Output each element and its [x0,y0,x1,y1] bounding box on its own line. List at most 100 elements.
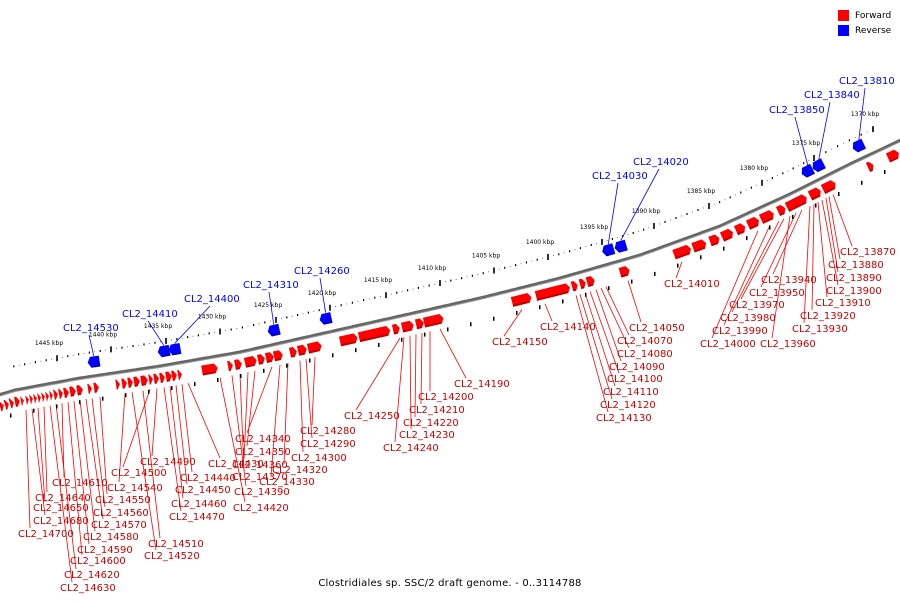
forward-gene-label[interactable]: CL2_14100 [607,374,663,385]
forward-gene-22[interactable] [133,376,140,387]
forward-gene-9[interactable] [41,392,46,402]
reverse-gene-label[interactable]: CL2_13840 [804,90,860,101]
forward-gene-label[interactable]: CL2_14250 [344,411,400,422]
forward-gene-label[interactable]: CL2_14370 [232,472,288,483]
forward-gene-label[interactable]: CL2_14600 [70,556,126,567]
forward-gene-52[interactable] [672,244,692,260]
forward-gene-label[interactable]: CL2_13930 [792,324,848,335]
forward-gene-20[interactable] [121,378,127,389]
forward-gene-54[interactable] [708,233,721,247]
forward-gene-label[interactable]: CL2_14640 [35,493,91,504]
forward-gene-3[interactable] [14,396,21,407]
forward-gene-12[interactable] [53,389,59,400]
reverse-gene-cl2-14310[interactable] [267,323,281,337]
forward-gene-label[interactable]: CL2_13960 [760,339,816,350]
forward-gene-48[interactable] [570,280,580,292]
forward-gene-4[interactable] [20,395,25,406]
forward-gene-label[interactable]: CL2_14140 [540,322,596,333]
forward-gene-label[interactable]: CL2_14220 [403,418,459,429]
forward-gene-62[interactable] [820,179,838,194]
forward-gene-6[interactable] [29,394,34,405]
forward-gene-label[interactable]: CL2_14650 [33,503,89,514]
forward-gene-label[interactable]: CL2_14610 [52,478,108,489]
forward-gene-7[interactable] [33,393,38,404]
forward-gene-1[interactable] [3,399,11,410]
forward-gene-label[interactable]: CL2_14010 [664,279,720,290]
reverse-gene-cl2-13810[interactable] [850,138,867,154]
forward-gene-label[interactable]: CL2_14560 [93,508,149,519]
forward-gene-label[interactable]: CL2_13910 [815,298,871,309]
forward-gene-label[interactable]: CL2_14150 [492,337,548,348]
forward-gene-label[interactable]: CL2_14240 [383,443,439,454]
forward-gene-61[interactable] [807,186,823,201]
reverse-gene-cl2-13850[interactable] [799,163,815,179]
forward-gene-18[interactable] [93,382,99,393]
forward-gene-label[interactable]: CL2_14570 [91,520,147,531]
forward-gene-label[interactable]: CL2_14210 [409,405,465,416]
forward-gene-41[interactable] [357,325,391,343]
forward-gene-label[interactable]: CL2_13880 [828,260,884,271]
forward-gene-53[interactable] [691,238,708,253]
forward-gene-label[interactable]: CL2_14330 [259,477,315,488]
forward-gene-60[interactable] [784,193,809,212]
forward-gene-33[interactable] [243,355,258,368]
forward-gene-label[interactable]: CL2_14390 [234,487,290,498]
forward-gene-16[interactable] [76,385,84,396]
forward-gene-label[interactable]: CL2_14090 [609,362,665,373]
forward-gene-29[interactable] [177,369,183,380]
forward-gene-label[interactable]: CL2_14070 [617,336,673,347]
reverse-gene-label[interactable]: CL2_14310 [243,280,299,291]
forward-gene-64[interactable] [885,148,900,163]
reverse-gene-label[interactable]: CL2_13850 [769,105,825,116]
forward-gene-label[interactable]: CL2_13980 [720,313,776,324]
forward-gene-10[interactable] [45,391,50,402]
reverse-gene-cl2-14030[interactable] [601,243,616,257]
reverse-gene-label[interactable]: CL2_14530 [63,323,119,334]
forward-gene-59[interactable] [775,204,787,217]
reverse-gene-label[interactable]: CL2_14410 [122,309,178,320]
forward-gene-40[interactable] [338,333,359,347]
forward-gene-43[interactable] [400,320,415,333]
forward-gene-24[interactable] [148,374,153,385]
forward-gene-51[interactable] [618,265,631,278]
forward-gene-label[interactable]: CL2_14080 [617,349,673,360]
reverse-gene-label[interactable]: CL2_14030 [592,171,648,182]
forward-gene-36[interactable] [272,350,284,362]
forward-gene-11[interactable] [49,390,54,401]
forward-gene-label[interactable]: CL2_14620 [64,570,120,581]
reverse-gene-label[interactable]: CL2_14260 [294,266,350,277]
forward-gene-label[interactable]: CL2_14550 [95,495,151,506]
forward-gene-label[interactable]: CL2_14190 [454,379,510,390]
reverse-gene-cl2-14020[interactable] [613,239,628,254]
forward-gene-label[interactable]: CL2_14590 [77,545,133,556]
forward-gene-label[interactable]: CL2_14050 [629,323,685,334]
forward-gene-63[interactable] [865,160,876,173]
forward-gene-label[interactable]: CL2_14630 [60,583,116,594]
forward-gene-label[interactable]: CL2_13920 [800,311,856,322]
reverse-gene-cl2-13840[interactable] [810,158,826,173]
forward-gene-30[interactable] [201,363,218,376]
forward-gene-label[interactable]: CL2_13970 [729,300,785,311]
forward-gene-58[interactable] [758,209,776,224]
forward-gene-label[interactable]: CL2_14320 [272,465,328,476]
forward-gene-55[interactable] [719,228,735,242]
forward-gene-label[interactable]: CL2_14300 [291,453,347,464]
forward-gene-26[interactable] [159,372,166,383]
forward-gene-label[interactable]: CL2_14200 [418,392,474,403]
forward-gene-label[interactable]: CL2_14470 [169,512,225,523]
forward-gene-label[interactable]: CL2_13990 [712,326,768,337]
forward-gene-label[interactable]: CL2_14510 [148,539,204,550]
forward-gene-label[interactable]: CL2_14440 [180,473,236,484]
forward-gene-37[interactable] [288,346,298,358]
forward-gene-label[interactable]: CL2_14540 [107,483,163,494]
forward-gene-label[interactable]: CL2_14420 [233,503,289,514]
forward-gene-label[interactable]: CL2_14450 [175,485,231,496]
forward-gene-label[interactable]: CL2_13900 [826,286,882,297]
forward-gene-label[interactable]: CL2_13950 [749,288,805,299]
forward-gene-label[interactable]: CL2_14000 [700,339,756,350]
forward-gene-17[interactable] [87,383,92,394]
reverse-gene-cl2-14530[interactable] [87,355,101,369]
forward-gene-31[interactable] [227,360,234,372]
forward-gene-label[interactable]: CL2_14680 [33,516,89,527]
